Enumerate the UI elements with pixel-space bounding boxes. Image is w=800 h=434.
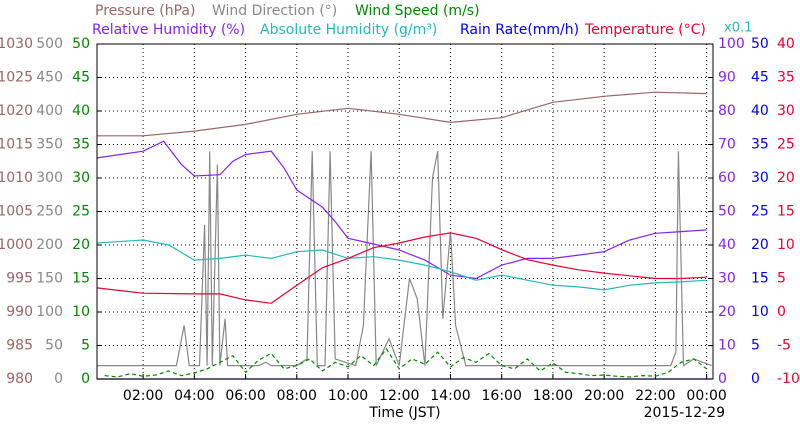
x-tick-label: 08:00 — [277, 388, 317, 404]
y-tick-label: 40 — [777, 36, 795, 52]
y-tick-label: 0 — [777, 304, 786, 320]
y-tick-label: 25 — [72, 204, 90, 220]
y-tick-label: 40 — [718, 237, 736, 253]
series-line — [97, 91, 707, 137]
y-tick-label: 1025 — [0, 70, 33, 86]
x-tick-label: 10:00 — [328, 388, 368, 404]
y-tick-label: 35 — [777, 70, 795, 86]
y-tick-label: 20 — [751, 237, 769, 253]
y-tick-label: 60 — [718, 170, 736, 186]
series-title: Wind Speed (m/s) — [355, 3, 480, 19]
y-tick-label: 10 — [718, 338, 736, 354]
plot-frame — [96, 43, 714, 380]
x-tick-label: 22:00 — [635, 388, 675, 404]
y-tick-label: 10 — [72, 304, 90, 320]
y-tick-label: 45 — [72, 70, 90, 86]
y-tick-label: 50 — [751, 36, 769, 52]
y-tick-label: 200 — [36, 237, 63, 253]
x-tick-label: 02:00 — [123, 388, 163, 404]
y-tick-label: 980 — [6, 371, 33, 387]
series-line — [96, 140, 707, 280]
series-title: Temperature (°C) — [584, 22, 706, 38]
y-tick-label: 90 — [718, 70, 736, 86]
y-tick-label: 0 — [81, 371, 90, 387]
y-tick-label: 20 — [718, 304, 736, 320]
series-title: Absolute Humidity (g/m³) — [260, 22, 437, 38]
x-tick-label: 00:00 — [686, 388, 726, 404]
x-tick-label: 18:00 — [533, 388, 573, 404]
y-tick-label: 150 — [36, 271, 63, 287]
x-axis-label: Time (JST) — [368, 405, 440, 421]
y-tick-label: 250 — [36, 204, 63, 220]
y-tick-label: 300 — [36, 170, 63, 186]
series-title: Pressure (hPa) — [95, 3, 195, 19]
x-tick-label: 12:00 — [379, 388, 419, 404]
y-tick-label: 80 — [718, 103, 736, 119]
series-line — [96, 232, 707, 304]
y-tick-label: 70 — [718, 137, 736, 153]
x-tick-label: 04:00 — [174, 388, 214, 404]
y-tick-label: 1020 — [0, 103, 33, 119]
series-title: Relative Humidity (%) — [92, 22, 245, 38]
y-tick-label: 15 — [777, 204, 795, 220]
y-tick-label: 25 — [777, 137, 795, 153]
date-label: 2015-12-29 — [644, 405, 725, 421]
y-tick-label: 1005 — [0, 204, 33, 220]
x-tick-label: 20:00 — [584, 388, 624, 404]
y-tick-label: 400 — [36, 103, 63, 119]
y-tick-label: 1030 — [0, 36, 33, 52]
y-tick-label: 5 — [777, 271, 786, 287]
y-tick-label: 10 — [751, 304, 769, 320]
y-tick-label: 1010 — [0, 170, 33, 186]
y-tick-label: 20 — [777, 170, 795, 186]
y-tick-label: 15 — [751, 271, 769, 287]
y-tick-label: 500 — [36, 36, 63, 52]
y-tick-label: 10 — [777, 237, 795, 253]
series-line — [96, 239, 707, 291]
y-tick-label: 1015 — [0, 137, 33, 153]
y-tick-label: 30 — [72, 170, 90, 186]
y-tick-label: 40 — [751, 103, 769, 119]
y-tick-label: 450 — [36, 70, 63, 86]
y-tick-label: 30 — [718, 271, 736, 287]
y-tick-label: 25 — [751, 204, 769, 220]
y-tick-label: 20 — [72, 237, 90, 253]
y-tick-label: 5 — [751, 338, 760, 354]
y-tick-label: 995 — [6, 271, 33, 287]
y-tick-label: 100 — [36, 304, 63, 320]
y-tick-label: 0 — [751, 371, 760, 387]
y-tick-label: 985 — [6, 338, 33, 354]
y-tick-label: 990 — [6, 304, 33, 320]
x-tick-label: 14:00 — [430, 388, 470, 404]
y-tick-label: -10 — [777, 371, 800, 387]
y-tick-label: 0 — [718, 371, 727, 387]
y-tick-label: 50 — [72, 36, 90, 52]
y-tick-label: 1000 — [0, 237, 33, 253]
y-tick-label: 45 — [751, 70, 769, 86]
series-title: Rain Rate(mm/h) — [460, 22, 579, 38]
y-tick-label: 5 — [81, 338, 90, 354]
y-tick-label: 50 — [45, 338, 63, 354]
y-tick-label: 350 — [36, 137, 63, 153]
y-tick-label: -5 — [777, 338, 791, 354]
x-tick-label: 16:00 — [482, 388, 522, 404]
y-tick-label: 100 — [718, 36, 745, 52]
y-tick-label: 15 — [72, 271, 90, 287]
y-tick-label: 0 — [54, 371, 63, 387]
y-tick-label: 40 — [72, 103, 90, 119]
scale-note: x0.1 — [724, 21, 752, 36]
y-tick-label: 35 — [72, 137, 90, 153]
y-tick-label: 30 — [751, 170, 769, 186]
y-tick-label: 35 — [751, 137, 769, 153]
y-tick-label: 50 — [718, 204, 736, 220]
x-tick-label: 06:00 — [225, 388, 265, 404]
y-tick-label: 30 — [777, 103, 795, 119]
series-title: Wind Direction (°) — [212, 3, 337, 19]
